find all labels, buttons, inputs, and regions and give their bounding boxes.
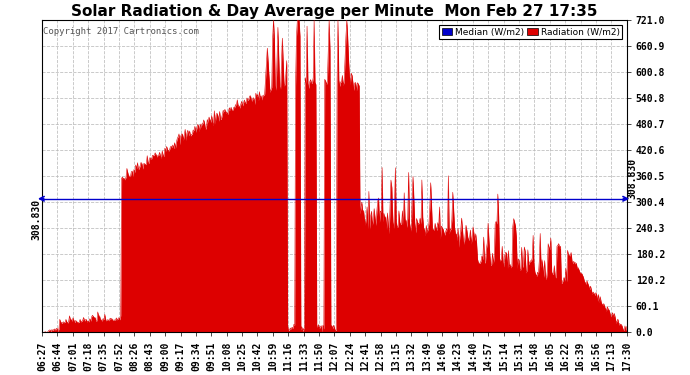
Text: Copyright 2017 Cartronics.com: Copyright 2017 Cartronics.com: [43, 27, 199, 36]
Legend: Median (W/m2), Radiation (W/m2): Median (W/m2), Radiation (W/m2): [439, 25, 622, 39]
Text: 308.830: 308.830: [628, 158, 638, 199]
Text: 308.830: 308.830: [31, 199, 41, 240]
Title: Solar Radiation & Day Average per Minute  Mon Feb 27 17:35: Solar Radiation & Day Average per Minute…: [71, 4, 598, 19]
